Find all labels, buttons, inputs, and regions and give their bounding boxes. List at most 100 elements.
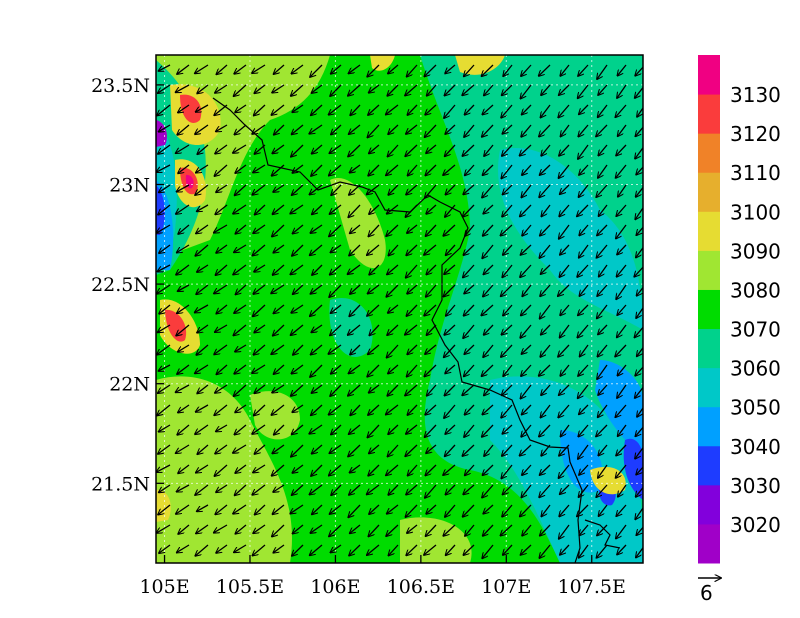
wind-vector bbox=[596, 124, 608, 137]
wind-vector bbox=[522, 164, 532, 175]
wind-vector bbox=[311, 464, 323, 476]
wind-vector bbox=[558, 284, 570, 296]
wind-vector bbox=[502, 264, 513, 277]
wind-vector bbox=[273, 244, 285, 253]
wind-vector bbox=[330, 565, 341, 575]
wind-vector bbox=[425, 404, 437, 415]
wind-vector bbox=[560, 304, 570, 315]
wind-vector bbox=[178, 104, 190, 113]
wind-vector bbox=[425, 484, 437, 498]
wind-vector bbox=[597, 64, 608, 79]
wind-vector bbox=[292, 484, 304, 495]
wind-vector bbox=[387, 565, 398, 575]
wind-vector bbox=[599, 264, 608, 277]
wind-vector bbox=[634, 565, 645, 577]
colorbar-swatch bbox=[698, 55, 720, 95]
wind-vector bbox=[597, 224, 608, 236]
wind-vector bbox=[618, 184, 627, 197]
wind-vector bbox=[309, 184, 323, 195]
wind-vector bbox=[347, 264, 361, 274]
wind-vector bbox=[540, 104, 551, 118]
wind-vector bbox=[444, 565, 455, 574]
wind-vector bbox=[214, 104, 228, 115]
wind-vector bbox=[157, 344, 171, 355]
wind-vector bbox=[617, 364, 627, 376]
wind-vector bbox=[176, 504, 190, 514]
wind-vector bbox=[253, 164, 266, 173]
wind-vector bbox=[272, 224, 285, 237]
y-tick-label: 22.5N bbox=[91, 274, 150, 296]
wind-vector bbox=[577, 264, 589, 277]
wind-vector bbox=[386, 344, 399, 358]
wind-vector bbox=[178, 524, 190, 534]
wind-vector bbox=[445, 64, 456, 74]
wind-vector bbox=[405, 504, 418, 517]
wind-vector bbox=[311, 444, 323, 454]
wind-vector bbox=[462, 84, 475, 95]
wind-vector bbox=[464, 284, 475, 294]
wind-vector bbox=[292, 224, 304, 234]
wind-vector bbox=[635, 66, 643, 76]
wind-vector bbox=[215, 324, 228, 332]
colorbar-label: 3060 bbox=[730, 357, 781, 381]
wind-vector bbox=[387, 384, 399, 396]
colorbar-swatch bbox=[698, 328, 720, 369]
wind-vector bbox=[177, 244, 190, 253]
wind-vector bbox=[558, 344, 570, 357]
wind-vector bbox=[462, 144, 475, 156]
wind-vector bbox=[636, 466, 643, 475]
wind-vector bbox=[273, 544, 285, 553]
wind-vector bbox=[388, 424, 399, 434]
wind-vector bbox=[481, 304, 494, 316]
wind-vector bbox=[539, 364, 551, 376]
wind-vector bbox=[445, 484, 456, 495]
wind-vector bbox=[559, 264, 570, 277]
wind-vector bbox=[214, 224, 228, 233]
wind-vector bbox=[216, 484, 228, 492]
wind-vector bbox=[443, 524, 456, 536]
wind-vector bbox=[177, 124, 190, 135]
wind-vector bbox=[310, 344, 323, 355]
wind-vector bbox=[425, 104, 437, 115]
wind-vector bbox=[272, 444, 285, 454]
wind-vector bbox=[484, 144, 494, 156]
wind-vector bbox=[273, 364, 285, 374]
wind-vector bbox=[156, 164, 171, 172]
wind-vector bbox=[503, 64, 513, 76]
wind-vector bbox=[178, 164, 190, 173]
wind-vector bbox=[290, 565, 303, 575]
wind-vector bbox=[330, 304, 342, 313]
wind-vector bbox=[196, 464, 209, 473]
wind-vector bbox=[501, 84, 513, 96]
wind-vector bbox=[465, 524, 475, 536]
wind-vector bbox=[541, 384, 551, 395]
wind-vector bbox=[426, 324, 437, 335]
wind-vector bbox=[596, 244, 608, 258]
wind-vector bbox=[252, 424, 266, 434]
wind-vector bbox=[617, 84, 627, 98]
wind-vector bbox=[310, 284, 323, 294]
wind-vector bbox=[424, 124, 437, 137]
wind-vector bbox=[483, 284, 494, 297]
wind-vector bbox=[216, 304, 228, 314]
wind-vector bbox=[368, 524, 380, 537]
wind-vector bbox=[349, 244, 361, 256]
wind-vector bbox=[596, 544, 608, 558]
wind-vector bbox=[560, 544, 570, 555]
wind-vector bbox=[540, 565, 550, 574]
wind-vector bbox=[254, 404, 266, 416]
wind-vector bbox=[214, 524, 228, 533]
wind-vector bbox=[292, 104, 304, 112]
wind-vector bbox=[500, 224, 513, 236]
wind-vector bbox=[503, 244, 513, 255]
wind-vector bbox=[559, 84, 570, 95]
wind-vector bbox=[597, 524, 608, 536]
wind-vector bbox=[235, 284, 247, 295]
wind-vector bbox=[366, 484, 380, 494]
wind-vector bbox=[367, 364, 380, 377]
wind-vector bbox=[617, 304, 627, 315]
wind-vector bbox=[328, 404, 342, 415]
wind-vector bbox=[349, 164, 361, 173]
wind-vector bbox=[215, 504, 228, 515]
wind-vector bbox=[156, 464, 171, 472]
